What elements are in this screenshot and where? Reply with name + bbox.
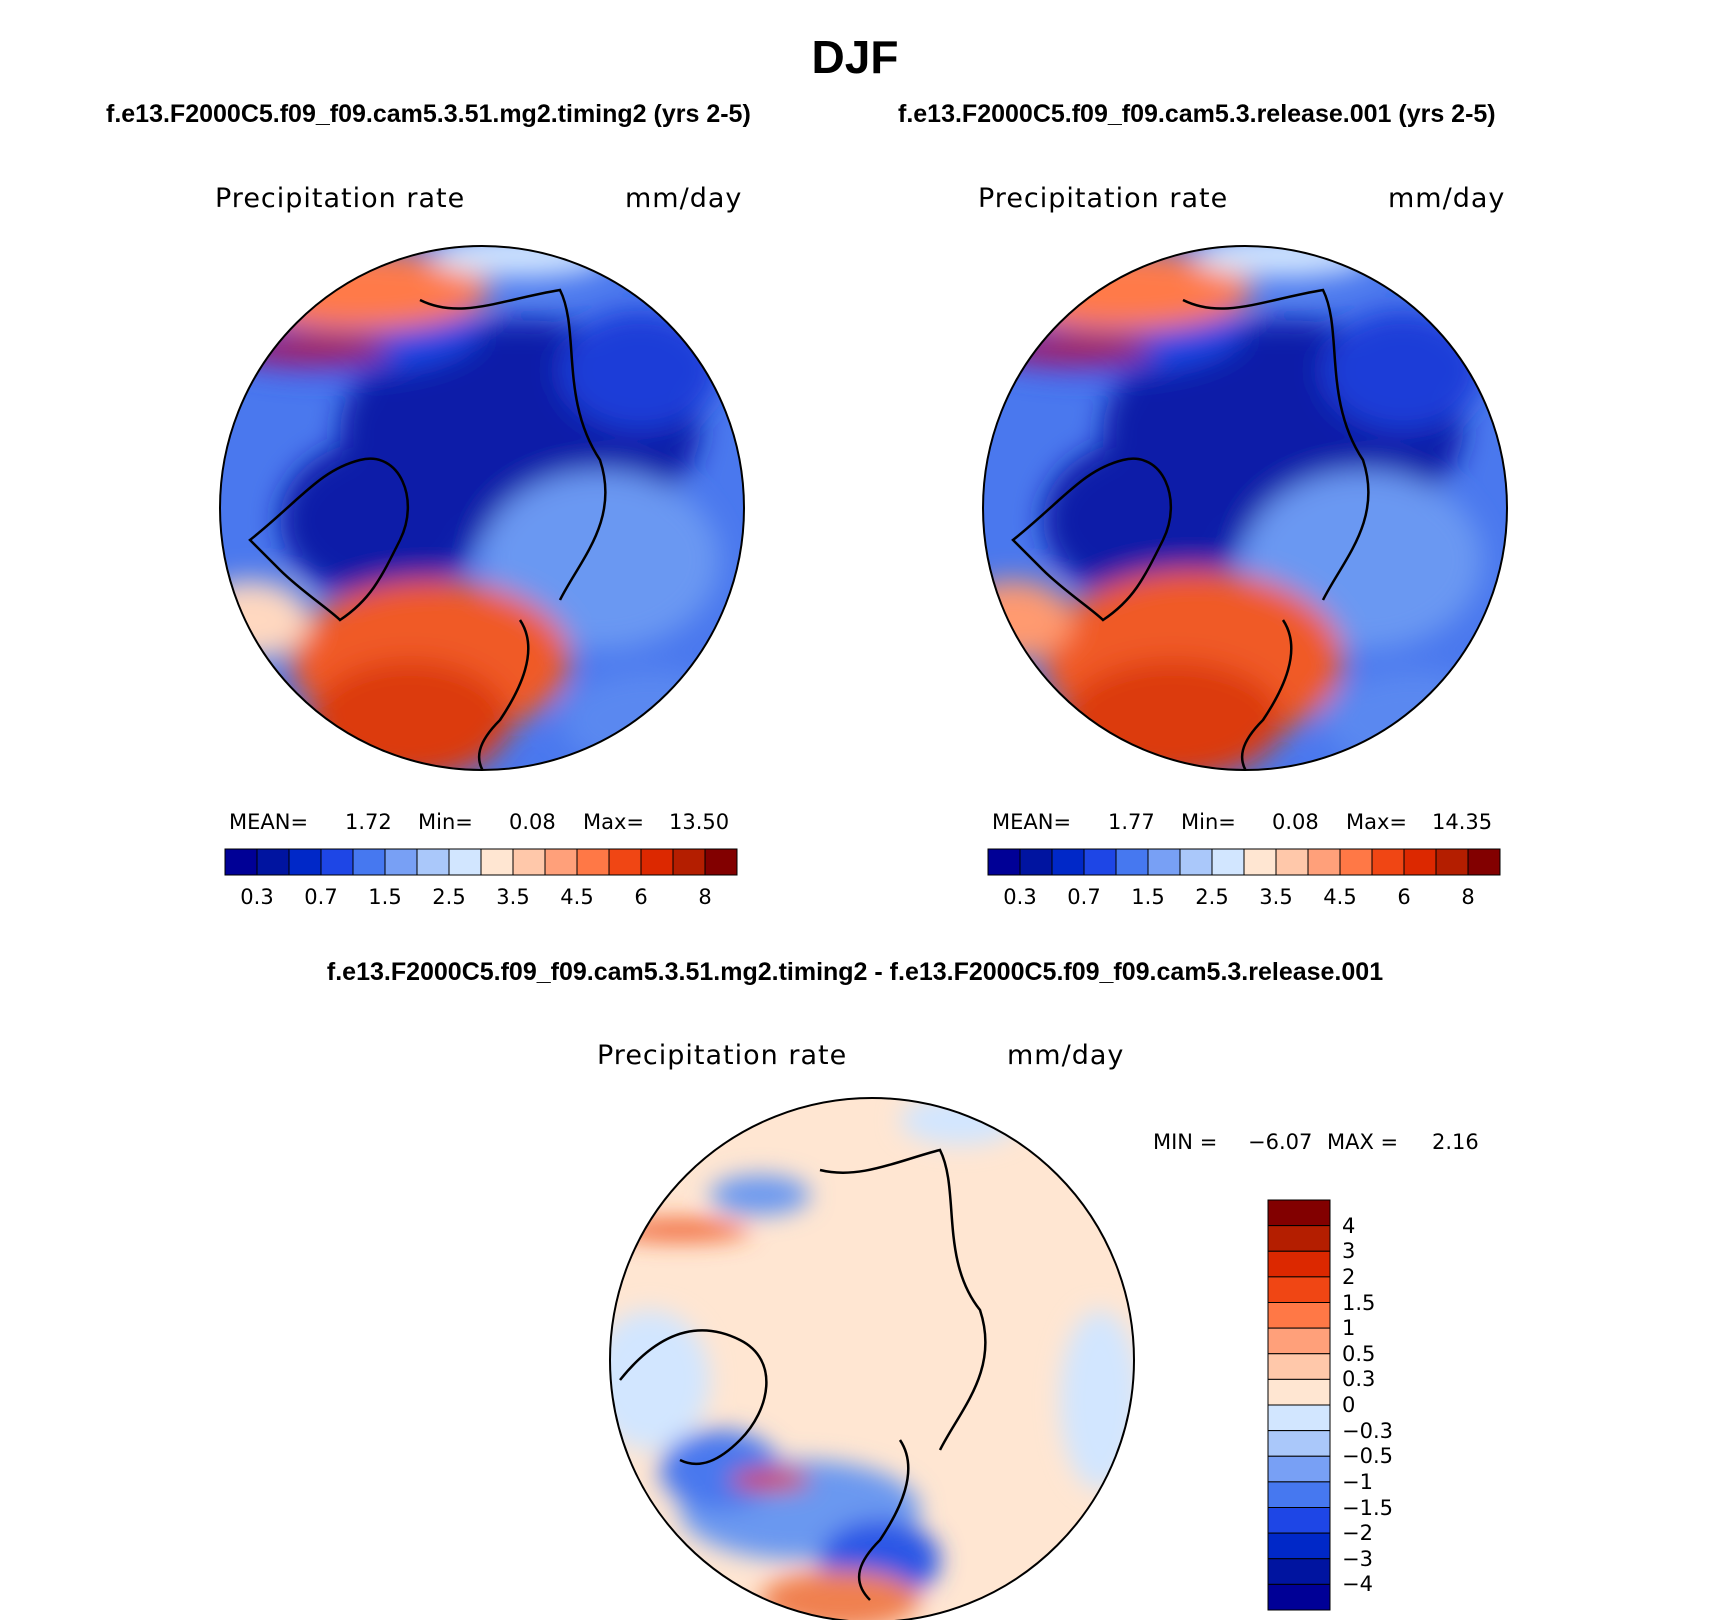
panel-2-colorbar-tick-label: 6 — [1397, 885, 1411, 909]
panel-1-colorbar-tick-label: 0.3 — [240, 885, 274, 909]
panel-2-units-label: mm/day — [1388, 183, 1506, 214]
difference-colorbar-tick-label: 3 — [1342, 1239, 1356, 1264]
panel-1-colorbar-tick-label: 6 — [634, 885, 648, 909]
difference-colorbar-tick-label: −1.5 — [1342, 1495, 1393, 1520]
difference-max-value: 2.16 — [1432, 1130, 1479, 1154]
main-title: DJF — [811, 31, 899, 83]
panel-2-case-title: f.e13.F2000C5.f09_f09.cam5.3.release.001… — [898, 100, 1496, 128]
panel-1-mean-value: 1.72 — [345, 810, 392, 834]
panel-1-colorbar-tick-label: 1.5 — [368, 885, 402, 909]
panel-2-min-label: Min= — [1181, 810, 1236, 834]
panel-2-colorbar-tick-label: 1.5 — [1131, 885, 1165, 909]
difference-min-value: −6.07 — [1248, 1130, 1313, 1154]
difference-max-label: MAX = — [1327, 1130, 1399, 1154]
panel-1-variable-label: Precipitation rate — [215, 183, 466, 214]
panel-2-colorbar-tick-label: 8 — [1461, 885, 1475, 909]
panel-1-units-label: mm/day — [625, 183, 743, 214]
difference-colorbar-tick-label: 0.5 — [1342, 1341, 1376, 1366]
panel-1-min-value: 0.08 — [509, 810, 556, 834]
panel-1-colorbar-tick-label: 0.7 — [304, 885, 338, 909]
panel-1-max-label: Max= — [583, 810, 645, 834]
panel-1-min-label: Min= — [418, 810, 473, 834]
panel-2-max-value: 14.35 — [1432, 810, 1493, 834]
difference-colorbar-tick-label: 4 — [1342, 1213, 1356, 1238]
panel-1-colorbar-tick-label: 3.5 — [496, 885, 530, 909]
panel-2-min-value: 0.08 — [1272, 810, 1319, 834]
panel-2-max-label: Max= — [1346, 810, 1408, 834]
panel-2-colorbar-tick-label: 4.5 — [1323, 885, 1357, 909]
panel-2-mean-value: 1.77 — [1108, 810, 1155, 834]
difference-colorbar-tick-label: −4 — [1342, 1572, 1373, 1597]
difference-title: f.e13.F2000C5.f09_f09.cam5.3.51.mg2.timi… — [326, 958, 1384, 986]
difference-min-label: MIN = — [1153, 1130, 1218, 1154]
panel-2-colorbar-tick-label: 0.7 — [1067, 885, 1101, 909]
panel-1-mean-label: MEAN= — [229, 810, 309, 834]
panel-2-colorbar-tick-label: 0.3 — [1003, 885, 1037, 909]
difference-units-label: mm/day — [1007, 1040, 1125, 1071]
difference-colorbar-tick-label: −0.3 — [1342, 1418, 1393, 1443]
panel-2-mean-label: MEAN= — [992, 810, 1072, 834]
difference-variable-label: Precipitation rate — [597, 1040, 848, 1071]
difference-colorbar-tick-label: −2 — [1342, 1521, 1373, 1546]
difference-colorbar-tick-label: 0.3 — [1342, 1367, 1376, 1392]
difference-colorbar-tick-label: −1 — [1342, 1469, 1373, 1494]
panel-1-colorbar-tick-label: 4.5 — [560, 885, 594, 909]
difference-colorbar-tick-label: 1.5 — [1342, 1290, 1376, 1315]
panel-1-case-title: f.e13.F2000C5.f09_f09.cam5.3.51.mg2.timi… — [106, 100, 751, 128]
difference-colorbar-tick-label: 0 — [1342, 1393, 1356, 1417]
panel-1-colorbar-tick-label: 2.5 — [432, 885, 466, 909]
panel-2-colorbar-tick-label: 2.5 — [1195, 885, 1229, 909]
panel-2-variable-label: Precipitation rate — [978, 183, 1229, 214]
panel-1-colorbar-tick-label: 8 — [698, 885, 712, 909]
difference-colorbar-tick-label: 1 — [1342, 1316, 1356, 1341]
panel-2-colorbar-tick-label: 3.5 — [1259, 885, 1293, 909]
difference-colorbar-tick-label: −3 — [1342, 1546, 1373, 1571]
difference-colorbar-tick-label: 2 — [1342, 1264, 1356, 1289]
panel-1-max-value: 13.50 — [669, 810, 730, 834]
difference-colorbar-tick-label: −0.5 — [1342, 1444, 1393, 1469]
